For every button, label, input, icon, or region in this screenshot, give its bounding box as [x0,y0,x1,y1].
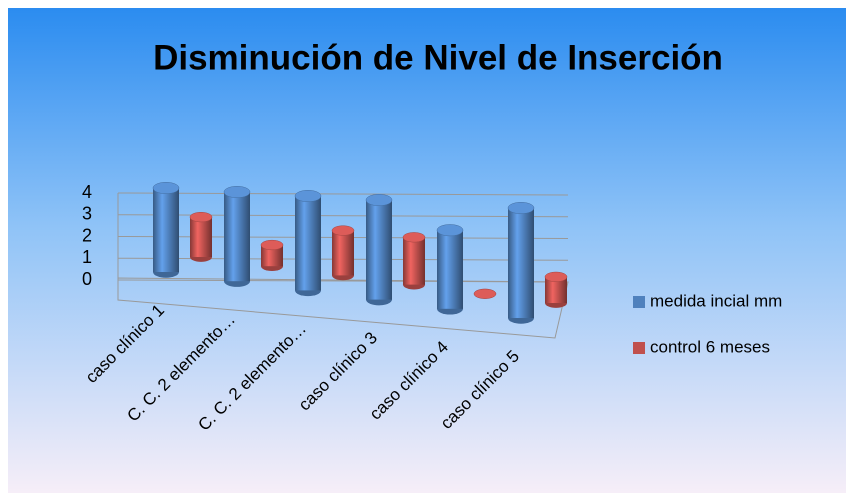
bar [332,230,354,276]
bar-top [152,182,180,194]
y-tick-label: 3 [82,204,92,224]
legend-label: medida incial mm [650,291,782,310]
y-tick-label: 0 [82,269,92,289]
bar-top [473,288,497,299]
bar [508,208,534,318]
bar-top [189,212,213,223]
bar-top [260,239,284,251]
bar [403,237,425,285]
bar [295,196,321,291]
bar-top [507,202,535,214]
y-tick-label: 2 [82,225,92,245]
bar-top [436,224,464,237]
bar-top [365,194,393,206]
grid-line [117,279,569,283]
bar [366,200,392,300]
background [8,8,846,493]
grid-line [117,192,569,196]
legend-swatch [633,342,645,354]
bar [261,245,283,267]
bar-top [544,271,568,282]
bar-top [223,186,251,198]
y-tick-label: 1 [82,247,92,267]
chart-title: Disminución de Nivel de Inserción [153,38,723,77]
bar [437,230,463,309]
legend-label: control 6 meses [650,337,770,356]
bar-top [331,225,355,236]
bar-top [294,190,322,202]
bar [224,192,250,282]
bar [153,188,179,272]
legend-swatch [633,296,645,308]
y-tick-label: 4 [82,182,92,202]
bar [190,217,212,257]
bar [545,276,567,303]
bar-top [402,232,426,243]
